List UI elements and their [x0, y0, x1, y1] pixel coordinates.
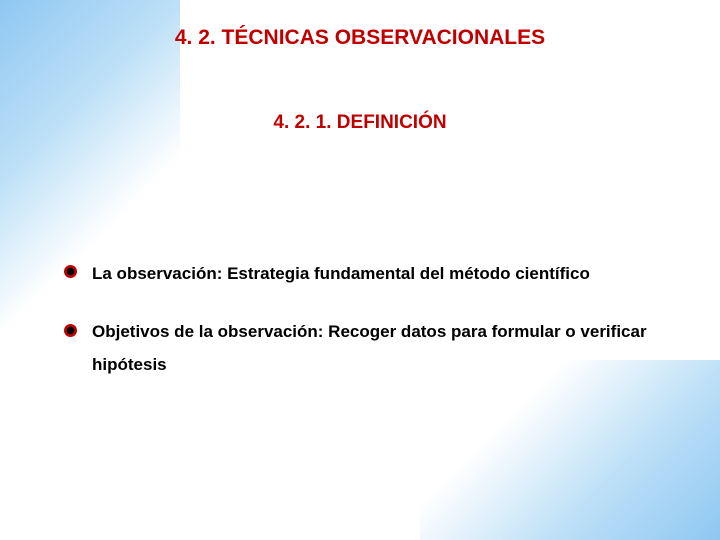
- slide-title: 4. 2. TÉCNICAS OBSERVACIONALES: [0, 26, 720, 50]
- bullet-list: La observación: Estrategia fundamental d…: [64, 258, 680, 381]
- slide-subtitle: 4. 2. 1. DEFINICIÓN: [0, 112, 720, 134]
- bullet-icon: [64, 324, 77, 337]
- list-item: La observación: Estrategia fundamental d…: [64, 258, 680, 290]
- list-item: Objetivos de la observación: Recoger dat…: [64, 316, 680, 381]
- slide-content: 4. 2. TÉCNICAS OBSERVACIONALES 4. 2. 1. …: [0, 0, 720, 540]
- slide: 4. 2. TÉCNICAS OBSERVACIONALES 4. 2. 1. …: [0, 0, 720, 540]
- bullet-text: Objetivos de la observación: Recoger dat…: [92, 322, 647, 373]
- bullet-icon: [64, 265, 77, 278]
- bullet-text: La observación: Estrategia fundamental d…: [92, 264, 590, 283]
